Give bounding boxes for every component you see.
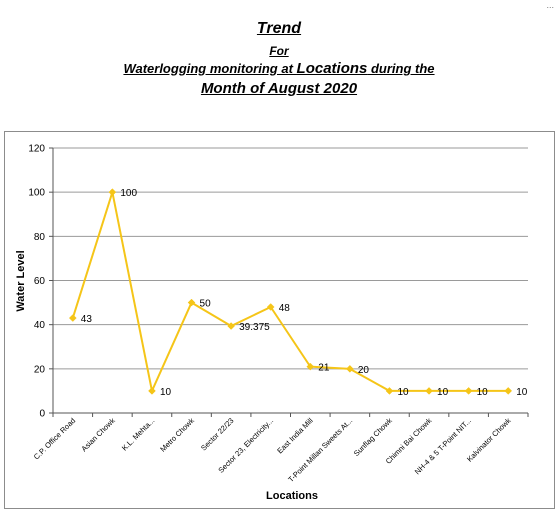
data-label: 21	[318, 363, 330, 374]
x-tick-label: Asian Chowk	[79, 416, 116, 453]
chart-axes	[52, 148, 528, 414]
y-axis-ticks: 0 20 40 60 80 100 120	[28, 144, 53, 420]
topic-emphasis: Locations	[296, 60, 368, 77]
y-tick-label: 20	[34, 364, 46, 375]
x-tick-label: Metro Chowk	[158, 416, 196, 454]
y-tick-label: 40	[34, 320, 46, 331]
report-subtitle-for: For	[269, 44, 289, 58]
data-label: 10	[437, 387, 449, 398]
data-point	[425, 387, 433, 395]
topic-prefix: Waterlogging monitoring at	[123, 61, 297, 76]
data-label: 48	[279, 303, 291, 314]
data-label: 39.375	[239, 322, 270, 333]
y-axis-title: Water Level	[15, 250, 27, 311]
x-tick-label: Sunflag Chowk	[352, 416, 394, 458]
data-point	[306, 362, 315, 371]
data-label: 10	[516, 387, 528, 398]
y-tick-label: 80	[34, 232, 46, 243]
y-tick-label: 100	[28, 188, 45, 199]
y-tick-label: 120	[28, 144, 45, 155]
data-label: 50	[200, 299, 212, 310]
data-label: 10	[160, 387, 172, 398]
x-axis-title: Locations	[266, 490, 318, 502]
data-point	[187, 298, 196, 307]
x-tick-label: T-Point Millan Sweets At...	[286, 416, 354, 484]
report-title: Trend	[256, 20, 302, 37]
y-tick-label: 0	[39, 409, 45, 420]
x-tick-label: East India Mill	[275, 416, 315, 456]
chart-series	[68, 188, 513, 395]
data-label: 100	[120, 188, 137, 199]
data-point	[148, 387, 156, 395]
x-axis-ticks: C.P. Office Road Asian Chowk K.L. Mehta...…	[32, 413, 529, 484]
chart-data-labels: 43 100 10 50 39.375 48 21 20 10 10 10 10	[81, 188, 528, 398]
series-line	[71, 191, 509, 392]
data-point	[266, 303, 275, 311]
x-tick-label: Sector 22/23	[199, 416, 235, 452]
y-tick-label: 60	[34, 276, 46, 287]
data-label: 20	[358, 365, 370, 376]
report-period: Month of August 2020	[200, 80, 358, 97]
data-point	[108, 188, 117, 197]
data-point	[464, 387, 473, 395]
x-tick-label: C.P. Office Road	[32, 416, 77, 461]
data-label: 10	[477, 387, 489, 398]
data-point	[68, 314, 77, 322]
x-tick-label: K.L. Mehta...	[120, 416, 156, 452]
corner-mark: ...	[546, 0, 554, 10]
data-point	[227, 322, 235, 330]
data-point	[385, 387, 394, 395]
report-subtitle-topic: Waterlogging monitoring at Locations dur…	[0, 60, 558, 77]
data-label: 43	[81, 314, 93, 325]
data-point	[504, 387, 513, 395]
data-point	[346, 364, 354, 373]
chart-gridlines	[53, 147, 528, 370]
topic-suffix: during the	[367, 61, 435, 76]
data-label: 10	[397, 387, 409, 398]
